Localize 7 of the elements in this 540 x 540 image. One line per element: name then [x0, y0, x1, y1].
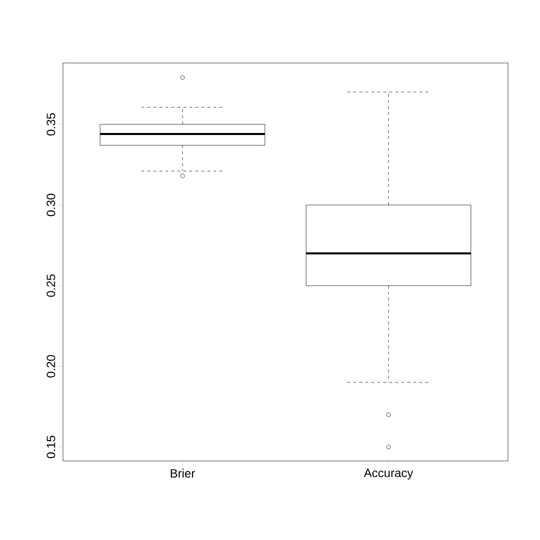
x-tick-label: Accuracy	[364, 468, 414, 480]
y-tick-label: 0.15	[46, 436, 56, 458]
x-tick-label: Brier	[170, 468, 195, 478]
y-tick-label: 0.30	[46, 194, 56, 216]
y-tick-label: 0.25	[46, 274, 56, 297]
y-tick-label: 0.35	[46, 113, 56, 136]
y-tick-label: 0.20	[46, 355, 56, 378]
